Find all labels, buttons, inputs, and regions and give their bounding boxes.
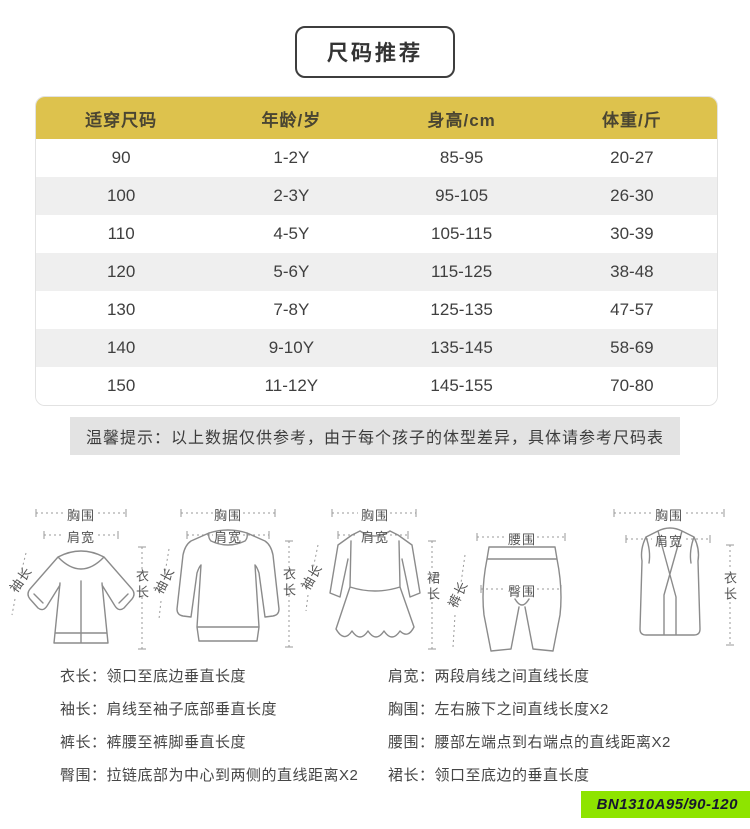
dress-diagram: 胸围 肩宽 袖长 裙长: [298, 497, 446, 665]
measurement-definitions-left: 衣长：领口至底边垂直长度 袖长：肩线至袖子底部垂直长度 裤长：裤腰至裤脚垂直长度…: [60, 666, 382, 798]
sku-badge: BN1310A95/90-120: [580, 791, 750, 818]
chest-label: 胸围: [213, 508, 243, 523]
sleeve-measure-line: [158, 548, 170, 620]
shoulder-label: 肩宽: [213, 530, 243, 545]
header-age: 年龄/岁: [206, 97, 377, 139]
table-row: 130 7-8Y 125-135 47-57: [36, 291, 717, 329]
sleeve-measure-line: [11, 552, 27, 616]
table-row: 140 9-10Y 135-145 58-69: [36, 329, 717, 367]
size-table-header-row: 适穿尺码 年龄/岁 身高/cm 体重/斤: [36, 97, 717, 139]
chest-label: 胸围: [360, 508, 390, 523]
measurement-diagrams: 胸围 肩宽 袖长 衣长 胸围 肩宽 袖长 衣长: [7, 497, 740, 667]
dress-outline: [329, 530, 421, 638]
header-height: 身高/cm: [376, 97, 547, 139]
definition-chest: 胸围：左右腋下之间直线长度X2: [388, 701, 609, 718]
waist-label: 腰围: [507, 532, 537, 547]
sweatshirt-diagram: 胸围 肩宽 袖长 衣长: [151, 497, 299, 665]
definition-pants-length: 裤长：裤腰至裤脚垂直长度: [60, 734, 247, 751]
table-row: 110 4-5Y 105-115 30-39: [36, 215, 717, 253]
length-label: 衣长: [281, 567, 296, 599]
definition-hip: 臀围：拉链底部为中心到两侧的直线距离X2: [60, 767, 359, 784]
table-row: 120 5-6Y 115-125 38-48: [36, 253, 717, 291]
pants-sketch: [452, 533, 566, 652]
sleeve-measure-line: [305, 544, 319, 612]
jacket-sketch: [11, 509, 146, 650]
jacket-outline: [27, 550, 135, 644]
size-table-section: 适穿尺码 年龄/岁 身高/cm 体重/斤 90 1-2Y 85-95 20-27 10…: [35, 96, 718, 406]
vest-outline: [639, 527, 701, 636]
size-table: 适穿尺码 年龄/岁 身高/cm 体重/斤 90 1-2Y 85-95 20-27 10…: [36, 97, 717, 405]
shoulder-label: 肩宽: [654, 534, 684, 549]
vest-diagram: 胸围 肩宽 衣长: [598, 497, 740, 665]
table-row: 100 2-3Y 95-105 26-30: [36, 177, 717, 215]
shoulder-label: 肩宽: [360, 530, 390, 545]
header-weight: 体重/斤: [546, 97, 717, 139]
pants-length-measure-line: [452, 554, 466, 648]
chest-label: 胸围: [654, 508, 684, 523]
skirt-length-label: 裙长: [425, 571, 440, 603]
definition-waist: 腰围：腰部左端点到右端点的直线距离X2: [388, 734, 671, 751]
pants-outline: [482, 546, 562, 652]
definition-sleeve-length: 袖长：肩线至袖子底部垂直长度: [60, 701, 278, 718]
notice-bar: 温馨提示：以上数据仅供参考，由于每个孩子的体型差异，具体请参考尺码表: [69, 417, 681, 455]
sweatshirt-outline: [176, 529, 280, 642]
shoulder-label: 肩宽: [66, 530, 96, 545]
definition-skirt-length: 裙长：领口至底边的垂直长度: [388, 767, 590, 784]
dress-sketch: [305, 509, 436, 650]
hip-label: 臀围: [507, 584, 537, 599]
chest-label: 胸围: [66, 508, 96, 523]
page-title: 尺码推荐: [295, 26, 455, 78]
definition-garment-length: 衣长：领口至底边垂直长度: [60, 668, 247, 685]
header-size: 适穿尺码: [36, 97, 207, 139]
length-label: 衣长: [722, 571, 737, 603]
measurement-definitions-right: 肩宽：两段肩线之间直线长度 胸围：左右腋下之间直线长度X2 腰围：腰部左端点到右…: [388, 666, 710, 798]
length-label: 衣长: [134, 569, 149, 601]
jacket-diagram: 胸围 肩宽 袖长 衣长: [7, 497, 152, 665]
pants-diagram: 腰围 臀围 裤长: [445, 497, 593, 665]
sweatshirt-sketch: [158, 509, 293, 648]
vest-sketch: [613, 509, 734, 646]
definition-shoulder: 肩宽：两段肩线之间直线长度: [388, 668, 590, 685]
table-row: 90 1-2Y 85-95 20-27: [36, 139, 717, 177]
table-row: 150 11-12Y 145-155 70-80: [36, 367, 717, 405]
